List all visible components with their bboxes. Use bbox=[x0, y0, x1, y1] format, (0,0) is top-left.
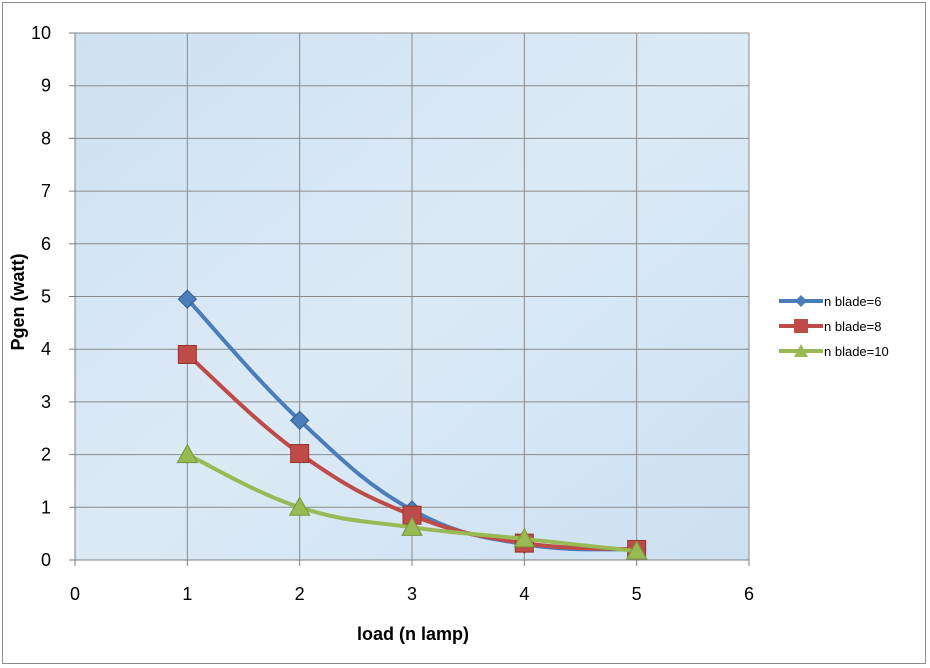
y-axis-title: Pgen (watt) bbox=[8, 253, 28, 350]
data-point bbox=[288, 496, 311, 516]
y-tick-label: 5 bbox=[41, 287, 51, 307]
x-tick-label: 4 bbox=[519, 584, 529, 604]
y-tick-label: 4 bbox=[41, 339, 51, 359]
legend-marker bbox=[794, 344, 808, 357]
y-tick-label: 0 bbox=[41, 550, 51, 570]
legend-item: n blade=6 bbox=[779, 294, 881, 309]
data-point bbox=[625, 540, 648, 560]
data-point bbox=[289, 410, 310, 431]
y-tick-label: 9 bbox=[41, 76, 51, 96]
x-tick-label: 0 bbox=[70, 584, 80, 604]
x-tick-label: 2 bbox=[295, 584, 305, 604]
legend-label: n blade=8 bbox=[824, 319, 881, 334]
data-point bbox=[401, 516, 423, 536]
data-point bbox=[290, 444, 310, 464]
legend-marker bbox=[795, 295, 807, 307]
y-tick-label: 2 bbox=[41, 445, 51, 465]
y-tick-label: 7 bbox=[41, 181, 51, 201]
data-point bbox=[177, 289, 198, 309]
data-point bbox=[513, 527, 536, 548]
data-point bbox=[177, 344, 197, 364]
series-3 bbox=[176, 443, 648, 560]
axes bbox=[69, 32, 750, 566]
x-axis-title: load (n lamp) bbox=[357, 624, 469, 644]
x-tick-label: 6 bbox=[744, 584, 754, 604]
gridlines bbox=[75, 32, 750, 560]
y-tick-label: 6 bbox=[41, 234, 51, 254]
x-tick-label: 1 bbox=[182, 584, 192, 604]
x-tick-label: 3 bbox=[407, 584, 417, 604]
x-tick-label: 5 bbox=[632, 584, 642, 604]
y-tick-label: 10 bbox=[31, 23, 51, 43]
legend-item: n blade=8 bbox=[779, 319, 881, 334]
legend-label: n blade=6 bbox=[824, 294, 881, 309]
y-tick-label: 8 bbox=[41, 128, 51, 148]
tick-labels: 0 1 2 3 4 5 6 7 8 9 10 0 1 2 3 4 5 6 bbox=[31, 23, 754, 604]
data-point bbox=[176, 443, 199, 464]
legend-marker bbox=[794, 319, 808, 333]
y-tick-label: 1 bbox=[41, 497, 51, 517]
y-tick-label: 3 bbox=[41, 392, 51, 412]
series-layer bbox=[176, 289, 648, 560]
legend: n blade=6 n blade=8 n blade=10 bbox=[779, 294, 889, 359]
legend-item: n blade=10 bbox=[779, 344, 889, 359]
legend-label: n blade=10 bbox=[824, 344, 889, 359]
